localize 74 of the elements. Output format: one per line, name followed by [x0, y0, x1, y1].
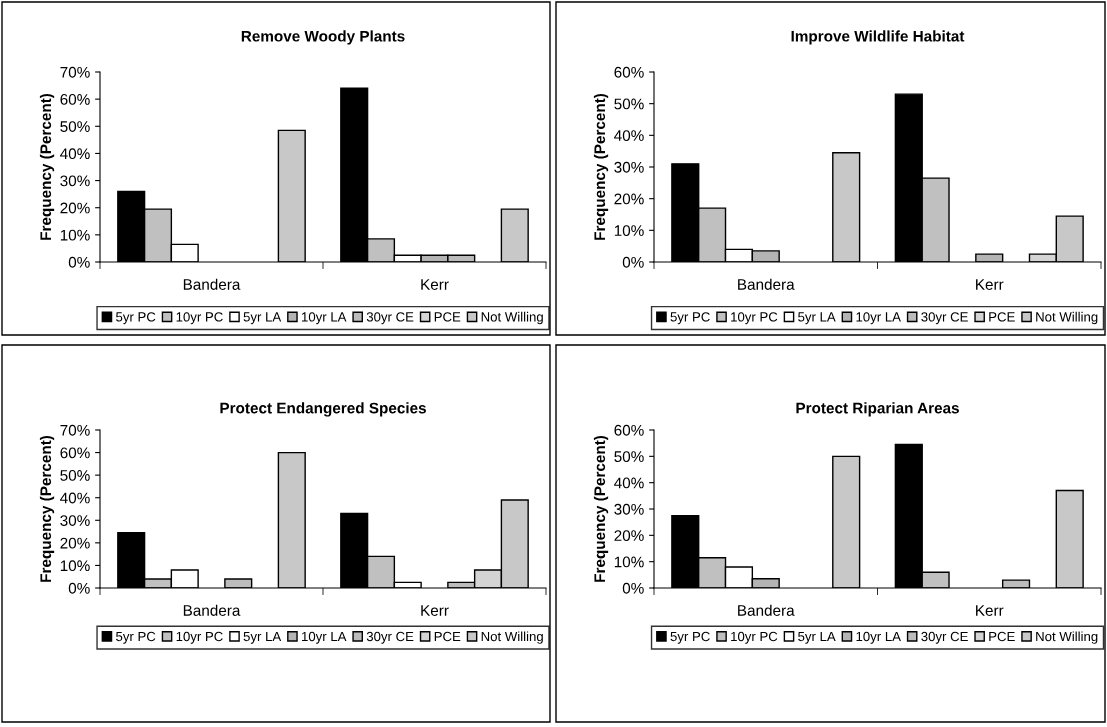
- y-tick-label: 10%: [614, 225, 644, 237]
- legend-label: 5yr LA: [798, 631, 836, 644]
- y-tick-label: 30%: [614, 503, 644, 515]
- y-tick-label: 70%: [60, 424, 90, 436]
- legend-label: 5yr PC: [116, 312, 156, 325]
- y-tick-label: 40%: [614, 477, 644, 489]
- legend-label: 5yr PC: [670, 312, 710, 325]
- y-tick-label: 50%: [614, 451, 644, 463]
- y-tick-label: 0%: [622, 582, 644, 594]
- chart-title: Improve Wildlife Habitat: [791, 30, 965, 45]
- y-tick-label: 70%: [60, 66, 90, 78]
- legend-label: 10yr PC: [176, 631, 223, 644]
- legend-label: Not Willing: [1036, 311, 1098, 325]
- y-tick-label: 0%: [68, 256, 90, 268]
- y-tick-label: 20%: [614, 530, 644, 542]
- legend-label: 30yr CE: [921, 631, 968, 644]
- y-tick-label: 50%: [60, 470, 90, 481]
- y-tick-label: 0%: [68, 582, 90, 594]
- y-axis-title: Frequency (Percent): [39, 93, 55, 240]
- legend-label: 5yr PC: [670, 631, 710, 644]
- chart-title: Protect Endangered Species: [220, 402, 426, 417]
- legend-label: 5yr LA: [798, 312, 836, 325]
- x-tick-label: Bandera: [738, 604, 795, 616]
- legend-label: PCE: [989, 312, 1015, 322]
- x-tick-label: Bandera: [183, 278, 241, 290]
- y-tick-label: 20%: [614, 193, 644, 205]
- legend-label: 5yr LA: [243, 312, 282, 325]
- y-axis-title: Frequency (Percent): [39, 435, 55, 582]
- y-tick-label: 40%: [614, 130, 644, 142]
- y-axis-title: Frequency (Percent): [593, 435, 609, 582]
- legend-label: 30yr CE: [366, 312, 414, 325]
- x-tick-label: Kerr: [421, 279, 449, 290]
- legend-label: 5yr PC: [116, 631, 156, 644]
- x-tick-label: Bandera: [738, 278, 795, 290]
- legend-label: 10yr PC: [731, 631, 778, 644]
- y-tick-label: 40%: [60, 148, 90, 160]
- legend-label: 5yr LA: [243, 631, 282, 644]
- y-tick-label: 10%: [60, 560, 90, 572]
- y-tick-label: 60%: [60, 94, 90, 105]
- y-tick-label: 30%: [60, 515, 90, 526]
- legend-label: 30yr CE: [366, 631, 414, 644]
- legend-label: Not Willing: [1036, 631, 1098, 644]
- y-tick-label: 10%: [60, 229, 90, 241]
- y-tick-label: 40%: [60, 492, 90, 504]
- legend-label: PCE: [434, 631, 461, 642]
- x-tick-label: Kerr: [976, 605, 1004, 616]
- chart-title: Protect Riparian Areas: [796, 402, 959, 417]
- y-tick-label: 30%: [60, 175, 90, 187]
- x-tick-label: Kerr: [976, 279, 1004, 290]
- legend-label: 10yr PC: [731, 312, 778, 325]
- y-tick-label: 60%: [60, 447, 90, 459]
- legend-label: 10yr PC: [176, 312, 223, 325]
- y-axis-title: Frequency (Percent): [593, 93, 609, 240]
- legend-label: 30yr CE: [921, 312, 968, 325]
- legend-label: 10yr LA: [856, 631, 901, 644]
- legend-label: 10yr LA: [856, 312, 901, 325]
- legend-label: 10yr LA: [302, 312, 347, 325]
- y-tick-label: 20%: [60, 537, 90, 549]
- y-tick-label: 30%: [614, 161, 644, 173]
- y-tick-label: 10%: [614, 556, 644, 568]
- legend-label: PCE: [434, 312, 461, 322]
- x-tick-label: Bandera: [183, 604, 241, 616]
- legend-label: Not Willing: [481, 631, 543, 644]
- y-tick-label: 50%: [60, 121, 90, 132]
- chart-title: Remove Woody Plants: [241, 30, 405, 45]
- y-tick-label: 60%: [614, 66, 644, 78]
- legend-label: PCE: [989, 631, 1015, 642]
- x-tick-label: Kerr: [421, 605, 449, 616]
- y-tick-label: 50%: [614, 98, 644, 110]
- y-tick-label: 0%: [622, 256, 644, 268]
- y-tick-label: 60%: [614, 424, 644, 436]
- y-tick-label: 20%: [60, 202, 90, 214]
- legend-label: 10yr LA: [302, 631, 347, 644]
- legend-label: Not Willing: [481, 311, 543, 325]
